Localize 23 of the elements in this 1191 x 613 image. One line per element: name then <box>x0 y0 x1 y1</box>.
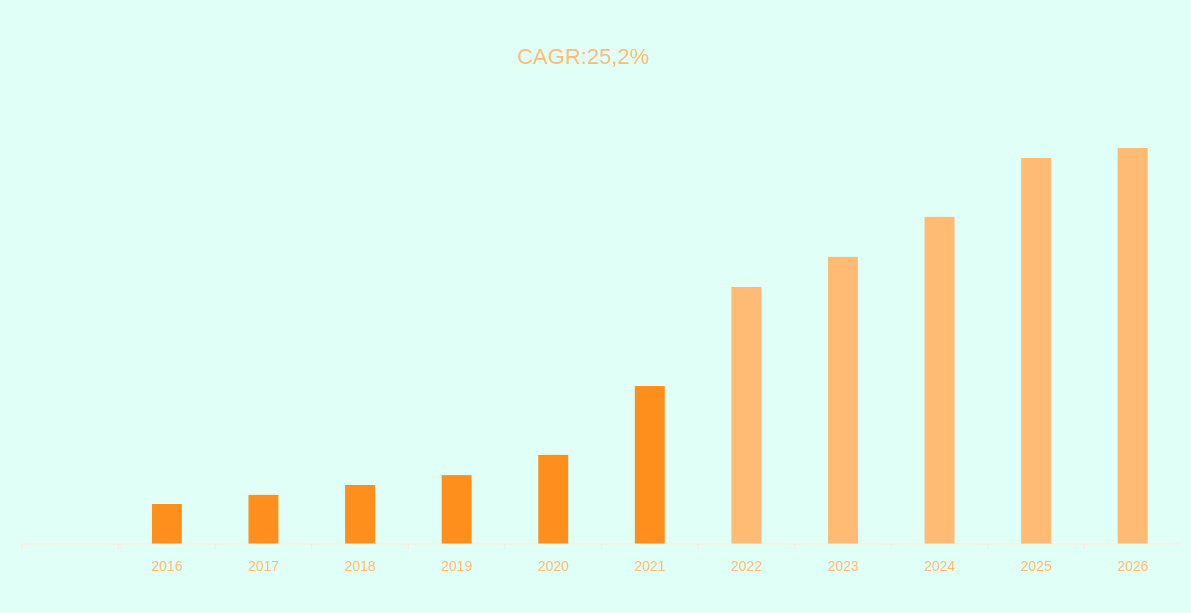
x-tick-label: 2018 <box>344 558 376 574</box>
bar <box>345 485 376 544</box>
bar <box>827 256 858 544</box>
bar <box>1021 157 1052 544</box>
x-tick-label: 2023 <box>827 558 859 574</box>
bar <box>634 386 665 544</box>
x-tick-label: 2024 <box>923 558 956 574</box>
x-tick-label: 2020 <box>537 558 569 574</box>
x-tick-label: 2026 <box>1117 558 1149 574</box>
x-tick-label: 2022 <box>730 558 763 574</box>
bar <box>248 494 279 544</box>
bar <box>538 454 569 544</box>
bar <box>441 475 472 544</box>
chart-title: CAGR:25,2% <box>516 44 650 69</box>
bar <box>731 287 762 544</box>
x-tick-label: 2017 <box>247 558 280 574</box>
bar <box>924 216 955 544</box>
bar <box>151 504 182 544</box>
x-tick-label: 2019 <box>441 558 473 574</box>
x-tick-label: 2025 <box>1020 558 1052 574</box>
bar <box>1117 148 1148 544</box>
x-tick-label: 2021 <box>634 558 666 574</box>
x-tick-label: 2016 <box>151 558 183 574</box>
